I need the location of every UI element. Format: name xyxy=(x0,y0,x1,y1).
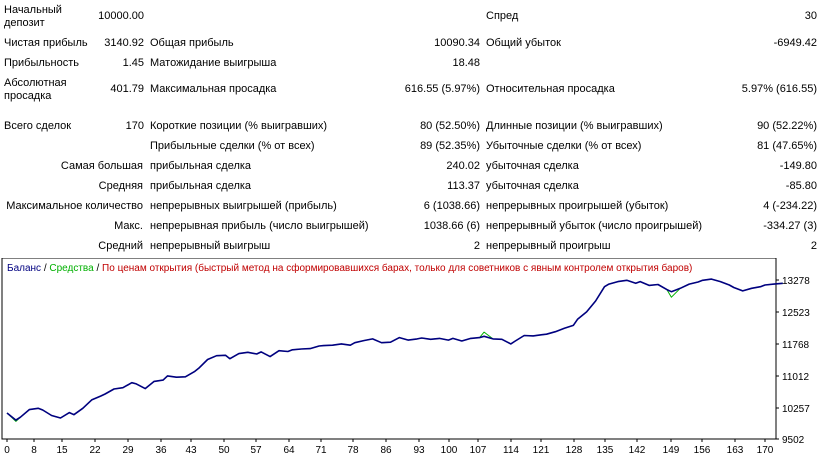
stat-label: Чистая прибыль xyxy=(4,37,88,49)
x-tick-label: 128 xyxy=(566,445,583,456)
legend-separator: / xyxy=(41,263,50,274)
stat-value: -85.80 xyxy=(785,180,817,192)
x-tick-label: 78 xyxy=(347,445,359,456)
y-tick-label: 10257 xyxy=(782,404,810,415)
x-tick-label: 142 xyxy=(629,445,646,456)
stat-label: Относительная просадка xyxy=(486,83,615,95)
chart-panel: Баланс / Средства / По ценам открытия (б… xyxy=(0,257,838,463)
x-tick-label: 57 xyxy=(250,445,262,456)
x-tick-label: 114 xyxy=(503,445,519,456)
stat-label: Длинные позиции (% выигравших) xyxy=(486,120,663,132)
stat-label: непрерывный выигрыш xyxy=(150,240,271,252)
stat-value: 113.37 xyxy=(447,180,480,192)
stat-value: 81 (47.65%) xyxy=(757,140,817,152)
stat-value: 2 xyxy=(473,240,480,252)
stat-label: непрерывный убыток (число проигрышей) xyxy=(486,220,703,232)
x-tick-label: 0 xyxy=(4,445,10,456)
x-tick-label: 29 xyxy=(122,445,134,456)
legend-separator: / xyxy=(93,263,103,274)
x-tick-label: 163 xyxy=(727,445,744,456)
y-tick-label: 11768 xyxy=(782,340,810,351)
x-tick-label: 121 xyxy=(533,445,550,456)
stat-label: непрерывный проигрыш xyxy=(486,240,611,252)
x-tick-label: 135 xyxy=(597,445,614,456)
report-table: Начальный депозит 10000.00 Спред 30 Чистая п… xyxy=(4,4,817,252)
stat-value: -6949.42 xyxy=(773,37,817,49)
stat-value: 401.79 xyxy=(110,83,144,95)
stat-value: 6 (1038.66) xyxy=(423,200,480,212)
stat-value: 240.02 xyxy=(446,160,480,172)
x-tick-label: 93 xyxy=(413,445,425,456)
y-tick-label: 12523 xyxy=(782,308,810,319)
x-tick-label: 107 xyxy=(470,445,487,456)
stat-label: непрерывных проигрышей (убыток) xyxy=(486,200,669,212)
x-tick-label: 170 xyxy=(757,445,774,456)
x-tick-label: 8 xyxy=(31,445,37,456)
stat-label: Средняя xyxy=(98,180,143,192)
stat-label: Спред xyxy=(486,10,519,22)
stat-label: Общий убыток xyxy=(486,37,561,49)
x-tick-label: 149 xyxy=(663,445,680,456)
stat-label: Убыточные сделки (% от всех) xyxy=(486,140,642,152)
balance-series-line xyxy=(6,278,783,421)
stat-value: 89 (52.35%) xyxy=(420,140,480,152)
stat-label: Абсолютная просадка xyxy=(4,77,67,102)
x-tick-label: 100 xyxy=(441,445,458,456)
stat-label: Максимальное количество xyxy=(6,200,143,212)
stat-value: 5.97% (616.55) xyxy=(741,83,817,95)
x-tick-label: 64 xyxy=(283,445,295,456)
chart-legend: Баланс / Средства / По ценам открытия (б… xyxy=(7,263,692,274)
stat-label: Матожидание выигрыша xyxy=(150,57,277,69)
x-tick-label: 43 xyxy=(185,445,197,456)
stat-label: прибыльная сделка xyxy=(150,160,252,172)
stat-value: 18.48 xyxy=(452,57,480,69)
stat-label: Прибыльные сделки (% от всех) xyxy=(150,140,315,152)
stat-value: 90 (52.22%) xyxy=(757,120,817,132)
equity-series-line xyxy=(6,278,783,422)
x-tick-label: 50 xyxy=(218,445,230,456)
stat-value: 10090.34 xyxy=(434,37,480,49)
stat-label: убыточная сделка xyxy=(486,180,579,192)
y-tick-label: 11012 xyxy=(782,372,810,383)
stat-label: Общая прибыль xyxy=(150,37,234,49)
stat-label: Прибыльность xyxy=(4,57,79,69)
x-tick-label: 22 xyxy=(89,445,101,456)
stat-label: Средний xyxy=(98,240,143,252)
stat-label: Макс. xyxy=(114,220,143,232)
stat-label: Начальный депозит xyxy=(4,4,62,29)
stat-value: 30 xyxy=(804,10,817,22)
stat-label: Всего сделок xyxy=(4,120,72,132)
legend-equity: Средства xyxy=(49,263,94,274)
stat-label: прибыльная сделка xyxy=(150,180,252,192)
stat-label: непрерывная прибыль (число выигрышей) xyxy=(150,220,369,232)
stat-value: 1.45 xyxy=(122,57,144,69)
stat-label: убыточная сделка xyxy=(486,160,579,172)
stat-value: 616.55 (5.97%) xyxy=(404,83,480,95)
y-tick-label: 9502 xyxy=(782,435,805,446)
x-tick-label: 15 xyxy=(56,445,68,456)
x-tick-label: 71 xyxy=(315,445,327,456)
stat-value: 4 (-234.22) xyxy=(763,200,817,212)
stat-label: Максимальная просадка xyxy=(150,83,277,95)
stat-value: 80 (52.50%) xyxy=(420,120,480,132)
stat-label: Короткие позиции (% выигравших) xyxy=(150,120,328,132)
stat-label: непрерывных выигрышей (прибыль) xyxy=(150,200,337,212)
stat-value: 3140.92 xyxy=(104,37,144,49)
legend-balance: Баланс xyxy=(7,263,42,274)
stat-value: 10000.00 xyxy=(98,10,144,22)
x-tick-label: 36 xyxy=(155,445,167,456)
stat-value: -334.27 (3) xyxy=(763,220,817,232)
stat-value: 170 xyxy=(125,120,144,132)
chart-frame xyxy=(1,257,777,440)
stat-value: -149.80 xyxy=(779,160,817,172)
y-tick-label: 13278 xyxy=(782,276,810,287)
x-tick-label: 86 xyxy=(380,445,392,456)
balance-chart: 0 8 15 22 29 36 43 50 57 64 71 78 86 93 100 107 114 121 12… xyxy=(1,257,810,456)
stat-value: 1038.66 (6) xyxy=(423,220,480,232)
legend-method: По ценам открытия (быстрый метод на сфор… xyxy=(102,263,693,274)
stat-value: 2 xyxy=(810,240,817,252)
stat-label: Самая большая xyxy=(60,160,143,172)
x-tick-label: 156 xyxy=(694,445,711,456)
